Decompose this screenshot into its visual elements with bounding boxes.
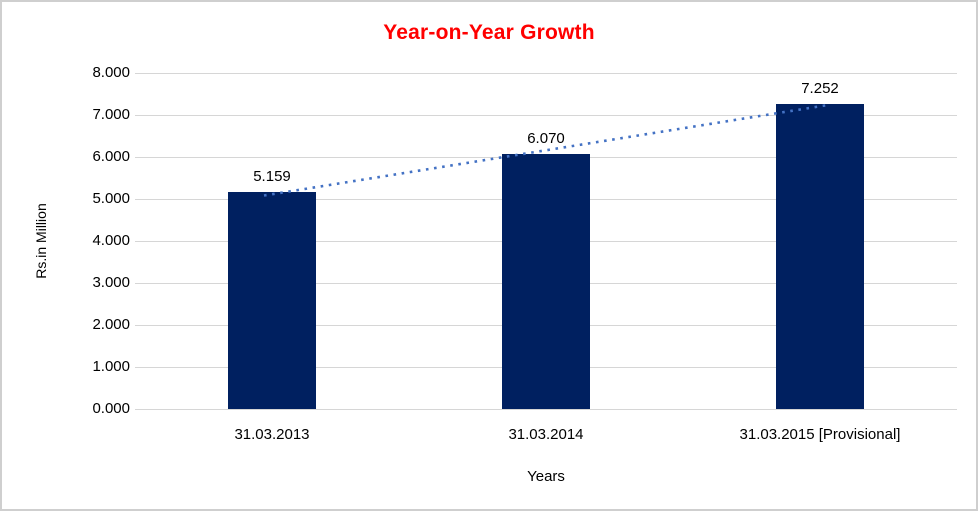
bar bbox=[502, 154, 590, 409]
bar-value-label: 6.070 bbox=[527, 130, 565, 148]
x-tick-label: 31.03.2013 bbox=[234, 426, 310, 443]
y-tick-label: 2.000 bbox=[92, 316, 130, 333]
bar-value-label: 5.159 bbox=[253, 168, 291, 186]
y-tick-label: 3.000 bbox=[92, 274, 130, 291]
plot-area: 5.159 6.070 7.252 bbox=[135, 73, 957, 410]
y-tick-label: 0.000 bbox=[92, 400, 130, 417]
y-tick-label: 8.000 bbox=[92, 64, 130, 81]
y-tick-label: 7.000 bbox=[92, 106, 130, 123]
trendline bbox=[263, 103, 829, 197]
bar bbox=[228, 192, 316, 409]
gridline bbox=[135, 73, 957, 74]
x-tick-label: 31.03.2014 bbox=[508, 426, 584, 443]
y-tick-label: 4.000 bbox=[92, 232, 130, 249]
x-axis-title: Years bbox=[527, 468, 565, 485]
y-tick-label: 1.000 bbox=[92, 358, 130, 375]
y-tick-label: 6.000 bbox=[92, 148, 130, 165]
x-tick-label: 31.03.2015 [Provisional] bbox=[739, 426, 901, 443]
chart-title: Year-on-Year Growth bbox=[383, 21, 595, 44]
gridline bbox=[135, 409, 957, 410]
y-tick-label: 5.000 bbox=[92, 190, 130, 207]
bar-value-label: 7.252 bbox=[801, 80, 839, 98]
gridline bbox=[135, 115, 957, 116]
bar bbox=[776, 104, 864, 409]
